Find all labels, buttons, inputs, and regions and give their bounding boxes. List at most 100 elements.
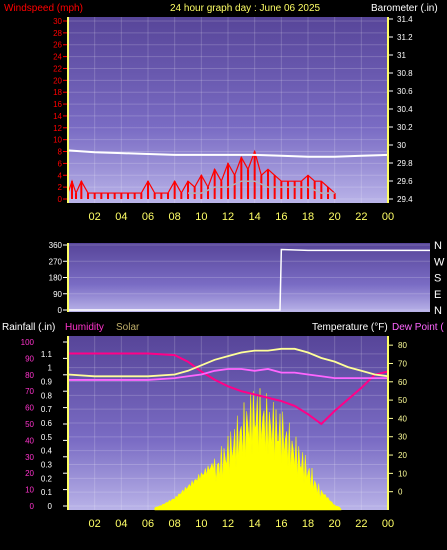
temperature-axis-title: Temperature (°F) <box>312 322 388 333</box>
windspeed-tick-label: 16 <box>53 100 62 109</box>
temperature-series <box>67 347 389 511</box>
windspeed-tick-label: 22 <box>53 64 62 73</box>
time-tick-label: 12 <box>222 211 234 223</box>
temperature-tick-label: 20 <box>398 451 407 460</box>
direction-tick-label: 0 <box>58 306 63 315</box>
time-tick-label: 04 <box>115 211 127 223</box>
temperature-tick-label: 80 <box>398 341 407 350</box>
rainfall-tick-label: 0 <box>48 502 53 511</box>
humidity-tick-label: 10 <box>25 486 34 495</box>
time-tick-label: 02 <box>89 518 101 530</box>
barometer-tick-label: 31.4 <box>397 15 413 24</box>
direction-tick-label: 360 <box>49 241 63 250</box>
temperature-tick-label: 30 <box>398 433 407 442</box>
barometer-ticks: 29.4 29.6 29.8 30 30.2 30.4 30.6 30.8 31 31.2 31.4 <box>388 15 413 204</box>
rainfall-tick-label: 0.1 <box>41 488 53 497</box>
rainfall-tick-label: 0.7 <box>41 405 53 414</box>
compass-label: N <box>434 240 442 252</box>
humidity-tick-label: 60 <box>25 404 34 413</box>
time-tick-label: 04 <box>115 518 127 530</box>
time-tick-label: 22 <box>355 211 367 223</box>
chart-title: 24 hour graph day : June 06 2025 <box>170 3 321 14</box>
wind-direction-line <box>68 248 430 311</box>
time-tick-label: 16 <box>275 211 287 223</box>
humidity-tick-label: 100 <box>21 338 35 347</box>
temperature-tick-label: 0 <box>398 488 403 497</box>
windspeed-tick-label: 2 <box>58 183 63 192</box>
time-tick-label: 22 <box>355 518 367 530</box>
direction-series <box>68 248 430 311</box>
time-tick-label: 06 <box>142 211 154 223</box>
rainfall-tick-label: 1 <box>48 364 53 373</box>
windspeed-tick-label: 24 <box>53 53 62 62</box>
windspeed-tick-label: 12 <box>53 124 62 133</box>
barometer-tick-label: 30.2 <box>397 123 413 132</box>
windspeed-tick-label: 6 <box>58 159 63 168</box>
temperature-tick-label: 60 <box>398 378 407 387</box>
barometer-line <box>67 149 389 158</box>
compass-label: E <box>434 289 441 301</box>
time-tick-label: 06 <box>142 518 154 530</box>
windspeed-tick-label: 0 <box>58 195 63 204</box>
time-ticks-top: 02 04 06 08 10 12 14 16 18 20 22 00 <box>89 211 395 223</box>
barometer-axis-title: Barometer (.in) <box>371 3 438 14</box>
time-tick-label: 02 <box>89 211 101 223</box>
time-tick-label: 20 <box>329 518 341 530</box>
humidity-tick-label: 20 <box>25 469 34 478</box>
barometer-tick-label: 29.6 <box>397 177 413 186</box>
windspeed-line <box>67 149 336 195</box>
solar-area <box>154 388 342 511</box>
time-tick-label: 18 <box>302 211 314 223</box>
windspeed-tick-label: 10 <box>53 136 62 145</box>
windspeed-tick-label: 8 <box>58 148 63 157</box>
temperature-line <box>67 347 389 378</box>
compass-label: W <box>434 256 445 268</box>
rainfall-tick-label: 0.3 <box>41 461 53 470</box>
direction-ticks: 0 90 180 270 360 <box>49 241 68 315</box>
time-tick-label: 18 <box>302 518 314 530</box>
time-tick-label: 08 <box>169 211 181 223</box>
humidity-tick-label: 50 <box>25 420 34 429</box>
rainfall-tick-label: 1.1 <box>41 350 53 359</box>
humidity-tick-label: 0 <box>30 502 35 511</box>
windspeed-tick-label: 28 <box>53 29 62 38</box>
temperature-tick-label: 70 <box>398 359 407 368</box>
windspeed-tick-label: 4 <box>58 171 63 180</box>
windspeed-tick-label: 30 <box>53 17 62 26</box>
barometer-tick-label: 30.4 <box>397 105 413 114</box>
dewpoint-axis-title: Dew Point ( <box>392 322 444 333</box>
direction-plot-area <box>68 243 430 312</box>
humidity-tick-label: 30 <box>25 453 34 462</box>
barometer-tick-label: 30 <box>397 141 406 150</box>
temperature-tick-label: 10 <box>398 469 407 478</box>
humidity-line <box>68 352 389 426</box>
rainfall-tick-label: 0.2 <box>41 474 53 483</box>
rainfall-ticks: 0 0.1 0.2 0.3 0.4 0.5 0.6 0.7 0.8 0.9 1 1.1 <box>41 350 53 511</box>
wind-series <box>67 149 389 199</box>
time-tick-label: 10 <box>195 211 207 223</box>
temperature-tick-label: 40 <box>398 414 407 423</box>
temperature-tick-label: 50 <box>398 396 407 405</box>
direction-tick-label: 270 <box>49 257 63 266</box>
time-tick-label: 20 <box>329 211 341 223</box>
humidity-tick-label: 40 <box>25 436 34 445</box>
barometer-tick-label: 29.8 <box>397 159 413 168</box>
rainfall-tick-label: 0.9 <box>41 378 53 387</box>
time-ticks-bottom: 02 04 06 08 10 12 14 16 18 20 22 00 <box>89 518 395 530</box>
humidity-tick-label: 90 <box>25 354 34 363</box>
humidity-axis-title: Humidity <box>65 322 104 333</box>
rainfall-tick-label: 0.5 <box>41 433 53 442</box>
compass-label: S <box>434 273 441 285</box>
time-tick-label: 08 <box>169 518 181 530</box>
windspeed-tick-label: 18 <box>53 88 62 97</box>
time-tick-label: 00 <box>382 518 394 530</box>
barometer-tick-label: 31.2 <box>397 33 413 42</box>
rainfall-tick-label: 0.6 <box>41 419 53 428</box>
rainfall-axis-title: Rainfall (.in) <box>2 322 55 333</box>
time-tick-label: 14 <box>249 211 261 223</box>
compass-label: N <box>434 305 442 317</box>
humidity-tick-label: 70 <box>25 387 34 396</box>
